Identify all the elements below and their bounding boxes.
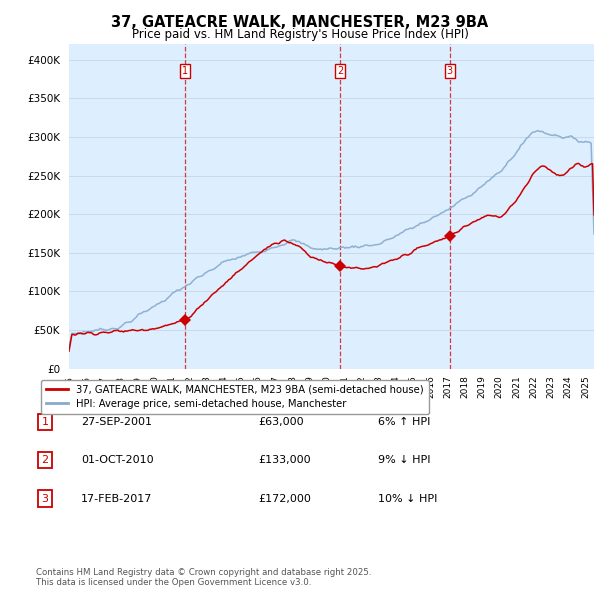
Legend: 37, GATEACRE WALK, MANCHESTER, M23 9BA (semi-detached house), HPI: Average price: 37, GATEACRE WALK, MANCHESTER, M23 9BA (… [41,379,428,414]
Text: 2: 2 [337,66,343,76]
Text: 10% ↓ HPI: 10% ↓ HPI [378,494,437,503]
Text: 17-FEB-2017: 17-FEB-2017 [81,494,152,503]
Text: 27-SEP-2001: 27-SEP-2001 [81,417,152,427]
Text: £63,000: £63,000 [258,417,304,427]
Text: 37, GATEACRE WALK, MANCHESTER, M23 9BA: 37, GATEACRE WALK, MANCHESTER, M23 9BA [112,15,488,30]
Text: Price paid vs. HM Land Registry's House Price Index (HPI): Price paid vs. HM Land Registry's House … [131,28,469,41]
Text: 3: 3 [41,494,49,503]
Text: 9% ↓ HPI: 9% ↓ HPI [378,455,431,465]
Text: 01-OCT-2010: 01-OCT-2010 [81,455,154,465]
Text: £133,000: £133,000 [258,455,311,465]
Text: 1: 1 [182,66,188,76]
Text: 2: 2 [41,455,49,465]
Text: 6% ↑ HPI: 6% ↑ HPI [378,417,430,427]
Text: £172,000: £172,000 [258,494,311,503]
Text: Contains HM Land Registry data © Crown copyright and database right 2025.
This d: Contains HM Land Registry data © Crown c… [36,568,371,587]
Text: 3: 3 [446,66,453,76]
Text: 1: 1 [41,417,49,427]
